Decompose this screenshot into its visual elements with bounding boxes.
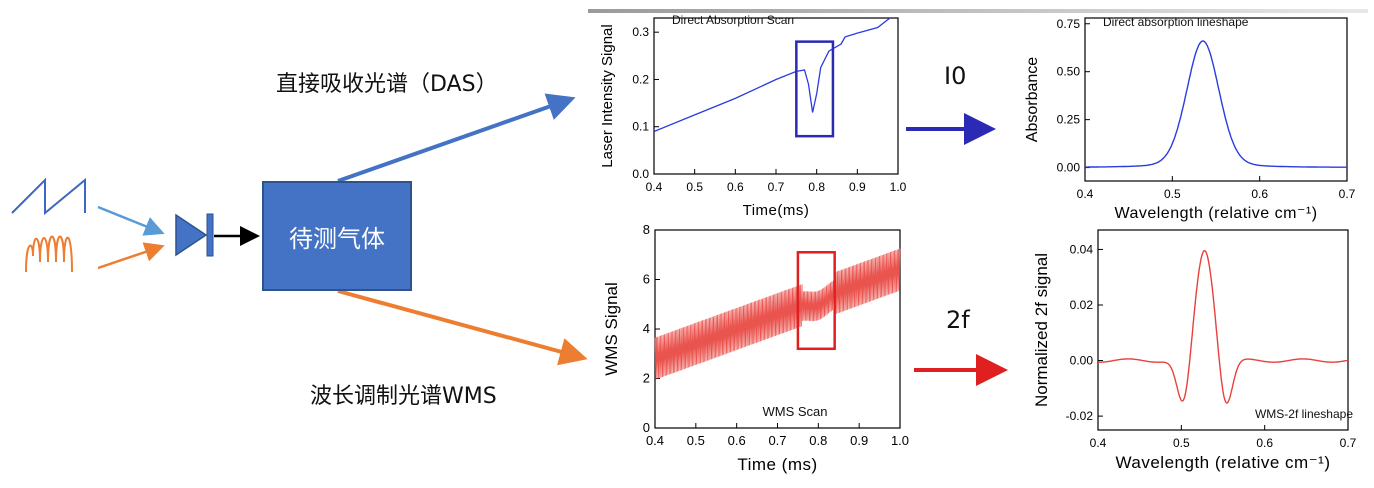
y-tick-label: 0.1: [632, 120, 649, 134]
x-tick-label: 0.7: [1339, 187, 1356, 201]
laser-diode-icon: [175, 213, 208, 257]
two-f-label: 2f: [946, 306, 970, 334]
das-scan-chart: 0.4 0.5 0.6 0.7 0.8 0.9 1.0 0.0 0.1 0.2 0.3 Time(ms…: [599, 13, 907, 219]
y-tick-label: -0.02: [1066, 409, 1094, 423]
modulation-highlight-box: [796, 251, 836, 351]
modulated-waveform-icon: [25, 235, 73, 273]
y-axis-label: Laser Intensity Signal: [599, 24, 616, 167]
wms-2f-series: [1098, 249, 1349, 404]
x-axis-label: Wavelength (relative cm⁻¹): [1115, 453, 1330, 472]
das-lineshape-chart: 0.4 0.5 0.6 0.7 0.00 0.25 0.50 0.75 Wavelength (…: [1024, 15, 1356, 222]
wms-arrow: [337, 289, 588, 366]
plot-frame: [653, 17, 899, 175]
y-axis-label: WMS Signal: [602, 282, 621, 376]
y-tick-label: 0: [643, 420, 650, 435]
wms-scan-chart: 0.4 0.5 0.6 0.7 0.8 0.9 1.0 0 2 4 6 8 Time (ms) WMS S…: [602, 222, 909, 474]
y-axis-label: Absorbance: [1024, 57, 1041, 142]
x-axis-label: Time(ms): [743, 202, 810, 219]
x-tick-label: 0.5: [686, 180, 703, 194]
y-tick-label: 0.25: [1057, 113, 1081, 127]
y-tick-label: 4: [643, 321, 650, 336]
chart-title: Direct Absorption Scan: [672, 13, 794, 27]
y-tick-label: 2: [643, 371, 650, 386]
chart-title: WMS-2f lineshape: [1255, 407, 1353, 421]
x-tick-label: 0.7: [768, 433, 786, 448]
y-tick-label: 6: [643, 272, 650, 287]
x-tick-label: 0.8: [809, 433, 827, 448]
wms-scan-series: [654, 248, 901, 380]
y-tick-label: 0.02: [1070, 298, 1094, 312]
left-diagram: [11, 93, 588, 366]
modulation-arrow: [97, 242, 165, 270]
laser-diode-bar: [206, 213, 214, 257]
y-tick-label: 0.75: [1057, 17, 1081, 31]
das-scan-series: [653, 17, 891, 133]
x-tick-label: 0.5: [1164, 187, 1181, 201]
y-tick-label: 8: [643, 222, 650, 237]
i0-label: I0: [944, 62, 967, 90]
das-arrow: [337, 93, 576, 183]
wms-label: 波长调制光谱WMS: [310, 384, 497, 409]
x-tick-label: 0.6: [728, 433, 746, 448]
x-tick-label: 1.0: [890, 180, 907, 194]
x-axis-label: Wavelength (relative cm⁻¹): [1114, 205, 1317, 222]
gas-sample-box: 待测气体: [262, 181, 412, 291]
x-tick-label: 0.5: [687, 433, 705, 448]
y-tick-label: 0.04: [1070, 242, 1094, 256]
sawtooth-arrow: [97, 205, 165, 236]
y-tick-label: 0.2: [632, 72, 649, 86]
x-axis-label: Time (ms): [737, 455, 817, 474]
y-tick-label: 0.50: [1057, 65, 1081, 79]
y-tick-label: 0.0: [632, 167, 649, 181]
gas-sample-label: 待测气体: [289, 224, 385, 253]
x-tick-label: 0.6: [727, 180, 744, 194]
y-tick-label: 0.00: [1070, 354, 1094, 368]
top-strip: [588, 9, 1368, 13]
x-tick-label: 0.9: [849, 180, 866, 194]
x-tick-label: 0.8: [808, 180, 825, 194]
x-tick-label: 1.0: [891, 433, 909, 448]
x-tick-label: 0.4: [646, 180, 663, 194]
sawtooth-waveform-icon: [11, 177, 86, 216]
x-tick-label: 0.7: [1340, 436, 1357, 450]
x-tick-label: 0.4: [646, 433, 664, 448]
y-axis-label: Normalized 2f signal: [1032, 253, 1051, 407]
chart-title: WMS Scan: [762, 404, 827, 419]
x-tick-label: 0.6: [1256, 436, 1273, 450]
plot-frame: [1084, 17, 1348, 182]
x-tick-label: 0.6: [1251, 187, 1268, 201]
plot-frame: [1097, 229, 1349, 431]
x-tick-label: 0.4: [1077, 187, 1094, 201]
wms-2f-lineshape-chart: 0.4 0.5 0.6 0.7 -0.02 0.00 0.02 0.04 Wavelength …: [1032, 229, 1357, 472]
x-tick-label: 0.4: [1090, 436, 1107, 450]
chart-title: Direct absorption lineshape: [1103, 15, 1249, 29]
das-label: 直接吸收光谱（DAS）: [276, 72, 498, 97]
y-tick-label: 0.3: [632, 25, 649, 39]
x-tick-label: 0.9: [850, 433, 868, 448]
absorption-highlight-box: [795, 40, 835, 138]
x-tick-label: 0.7: [768, 180, 785, 194]
middle-arrows: [906, 113, 1008, 386]
y-tick-label: 0.00: [1057, 161, 1081, 175]
x-tick-label: 0.5: [1173, 436, 1190, 450]
absorbance-series: [1085, 40, 1347, 168]
